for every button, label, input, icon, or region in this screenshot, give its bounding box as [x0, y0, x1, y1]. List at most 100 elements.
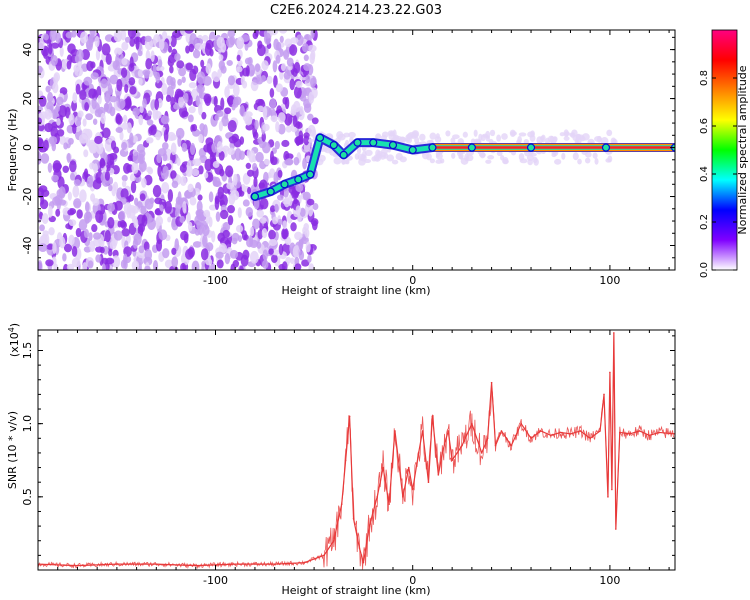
- noise-speck: [488, 138, 494, 144]
- noise-speck: [191, 260, 200, 270]
- noise-speck: [145, 137, 154, 144]
- noise-speck: [200, 59, 205, 68]
- noise-speck: [47, 91, 54, 103]
- noise-speck: [232, 173, 238, 186]
- noise-speck: [235, 66, 243, 73]
- noise-speck: [302, 43, 309, 53]
- noise-speck: [176, 60, 185, 69]
- noise-speck: [240, 75, 245, 86]
- noise-speck: [284, 113, 293, 126]
- noise-speck: [227, 119, 237, 133]
- noise-speck: [308, 91, 315, 104]
- noise-speck: [419, 133, 426, 141]
- noise-speck: [439, 158, 445, 164]
- noise-speck: [245, 162, 252, 170]
- noise-speck: [292, 67, 298, 77]
- ridge-point: [353, 138, 362, 147]
- noise-speck: [192, 241, 202, 248]
- noise-speck: [257, 105, 264, 112]
- noise-speck: [295, 80, 303, 88]
- noise-speck: [79, 31, 89, 44]
- noise-speck: [108, 184, 113, 192]
- noise-speck: [148, 125, 157, 136]
- noise-speck: [115, 90, 121, 102]
- noise-speck: [281, 261, 288, 270]
- noise-speck: [185, 62, 193, 71]
- noise-speck: [133, 217, 139, 229]
- noise-speck: [592, 152, 598, 159]
- noise-speck: [102, 245, 109, 255]
- noise-speck: [605, 158, 612, 163]
- noise-speck: [59, 46, 64, 57]
- noise-speck: [88, 88, 97, 99]
- noise-speck: [220, 42, 227, 53]
- noise-speck: [183, 92, 189, 104]
- noise-speck: [158, 229, 168, 241]
- noise-speck: [203, 143, 212, 153]
- noise-speck: [138, 77, 143, 86]
- snr-point: [437, 474, 440, 476]
- noise-speck: [237, 235, 243, 243]
- noise-speck: [99, 157, 106, 169]
- noise-speck: [234, 148, 242, 161]
- noise-speck: [249, 250, 259, 264]
- noise-speck: [74, 66, 84, 77]
- noise-speck: [152, 184, 162, 198]
- spectrogram-y-label: Frequency (Hz): [6, 109, 19, 192]
- noise-speck: [115, 114, 123, 125]
- noise-speck: [577, 158, 582, 165]
- noise-speck: [105, 153, 115, 166]
- noise-speck: [145, 58, 153, 70]
- noise-speck: [113, 30, 123, 42]
- snr-y-label: SNR (10 * v/v): [6, 411, 19, 489]
- ridge-point: [329, 141, 338, 150]
- noise-speck: [175, 127, 185, 139]
- noise-speck: [309, 52, 315, 65]
- snr-point: [394, 430, 396, 432]
- noise-speck: [78, 219, 88, 231]
- noise-speck: [73, 198, 82, 209]
- noise-speck: [268, 107, 273, 116]
- noise-speck: [155, 131, 161, 141]
- noise-speck: [122, 253, 128, 265]
- noise-speck: [269, 205, 276, 213]
- ridge-point: [266, 187, 275, 196]
- noise-speck: [66, 152, 71, 163]
- noise-speck: [95, 49, 101, 61]
- noise-speck: [202, 34, 209, 42]
- noise-speck: [496, 150, 503, 156]
- noise-speck: [138, 114, 144, 126]
- noise-speck: [564, 131, 570, 136]
- noise-speck: [176, 157, 181, 166]
- noise-speck: [121, 57, 128, 66]
- noise-speck: [174, 207, 180, 219]
- snr-point: [549, 434, 552, 437]
- noise-speck: [121, 174, 128, 182]
- noise-speck: [83, 228, 90, 238]
- noise-speck: [277, 218, 283, 225]
- noise-speck: [38, 260, 43, 270]
- noise-speck: [289, 78, 295, 91]
- noise-speck: [104, 230, 111, 243]
- snr-point: [611, 488, 613, 491]
- snr-point: [344, 459, 347, 462]
- noise-speck: [259, 217, 267, 224]
- noise-speck: [210, 263, 216, 270]
- noise-speck: [139, 193, 146, 202]
- noise-speck: [155, 72, 161, 84]
- noise-speck: [100, 112, 106, 124]
- noise-speck: [292, 245, 301, 259]
- noise-speck: [392, 134, 400, 140]
- noise-speck: [216, 259, 224, 269]
- snr-point: [116, 563, 118, 565]
- noise-speck: [73, 179, 81, 187]
- figure-title: C2E6.2024.214.23.22.G03: [270, 3, 442, 18]
- noise-speck: [68, 234, 75, 246]
- snr-point: [628, 433, 631, 435]
- noise-speck: [279, 70, 284, 80]
- noise-speck: [257, 229, 263, 240]
- noise-speck: [277, 169, 283, 178]
- noise-speck: [52, 160, 62, 173]
- noise-speck: [39, 224, 45, 232]
- noise-speck: [489, 129, 496, 137]
